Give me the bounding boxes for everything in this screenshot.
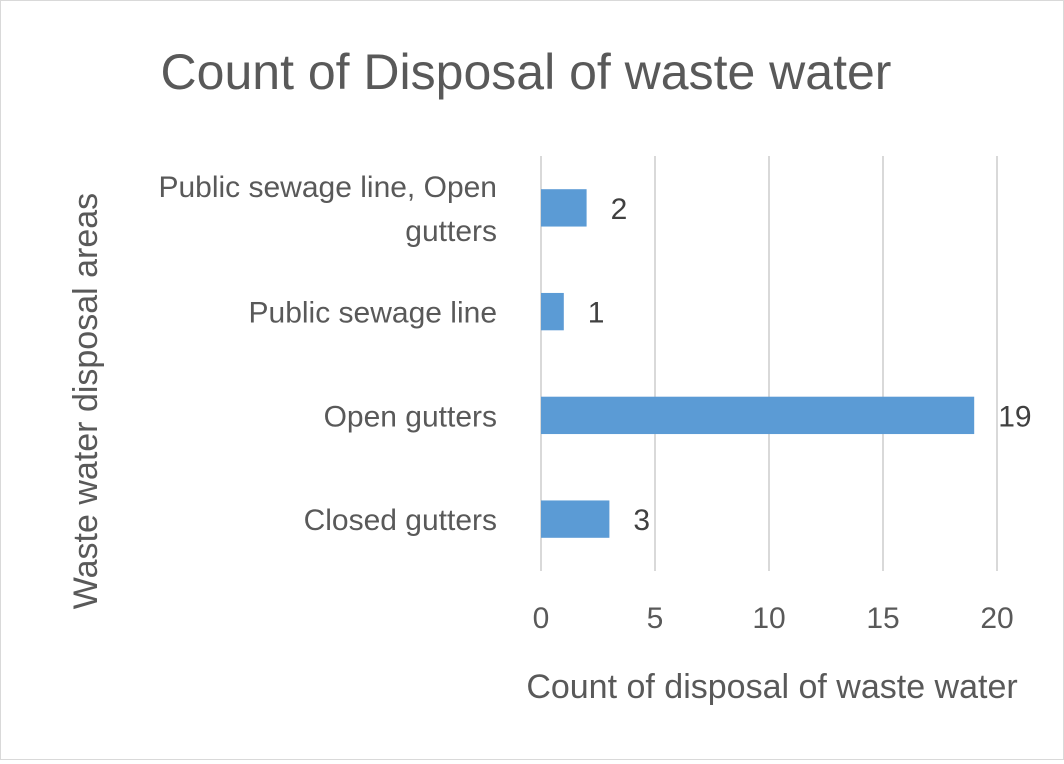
y-category-label: Public sewage line, Open xyxy=(158,171,497,204)
x-tick-label: 0 xyxy=(533,602,550,635)
bar xyxy=(541,292,564,331)
data-label: 19 xyxy=(998,400,1031,433)
x-tick-label: 5 xyxy=(647,602,664,635)
x-axis-title: Count of disposal of waste water xyxy=(526,668,1017,706)
x-tick-label: 20 xyxy=(980,602,1013,635)
data-label: 1 xyxy=(588,297,605,330)
y-category-label: Closed gutters xyxy=(304,504,497,537)
y-category-label: gutters xyxy=(405,215,497,248)
bar xyxy=(541,396,975,435)
bar xyxy=(541,500,610,538)
data-label: 2 xyxy=(611,193,628,226)
y-category-label: Open gutters xyxy=(324,400,497,433)
y-category-label: Public sewage line xyxy=(249,297,497,330)
bar xyxy=(541,189,587,227)
chart-title: Count of Disposal of waste water xyxy=(161,44,892,100)
data-label: 3 xyxy=(633,504,650,537)
y-axis-title: Waste water disposal areas xyxy=(67,193,105,609)
x-tick-label: 15 xyxy=(866,602,899,635)
x-tick-label: 10 xyxy=(752,602,785,635)
